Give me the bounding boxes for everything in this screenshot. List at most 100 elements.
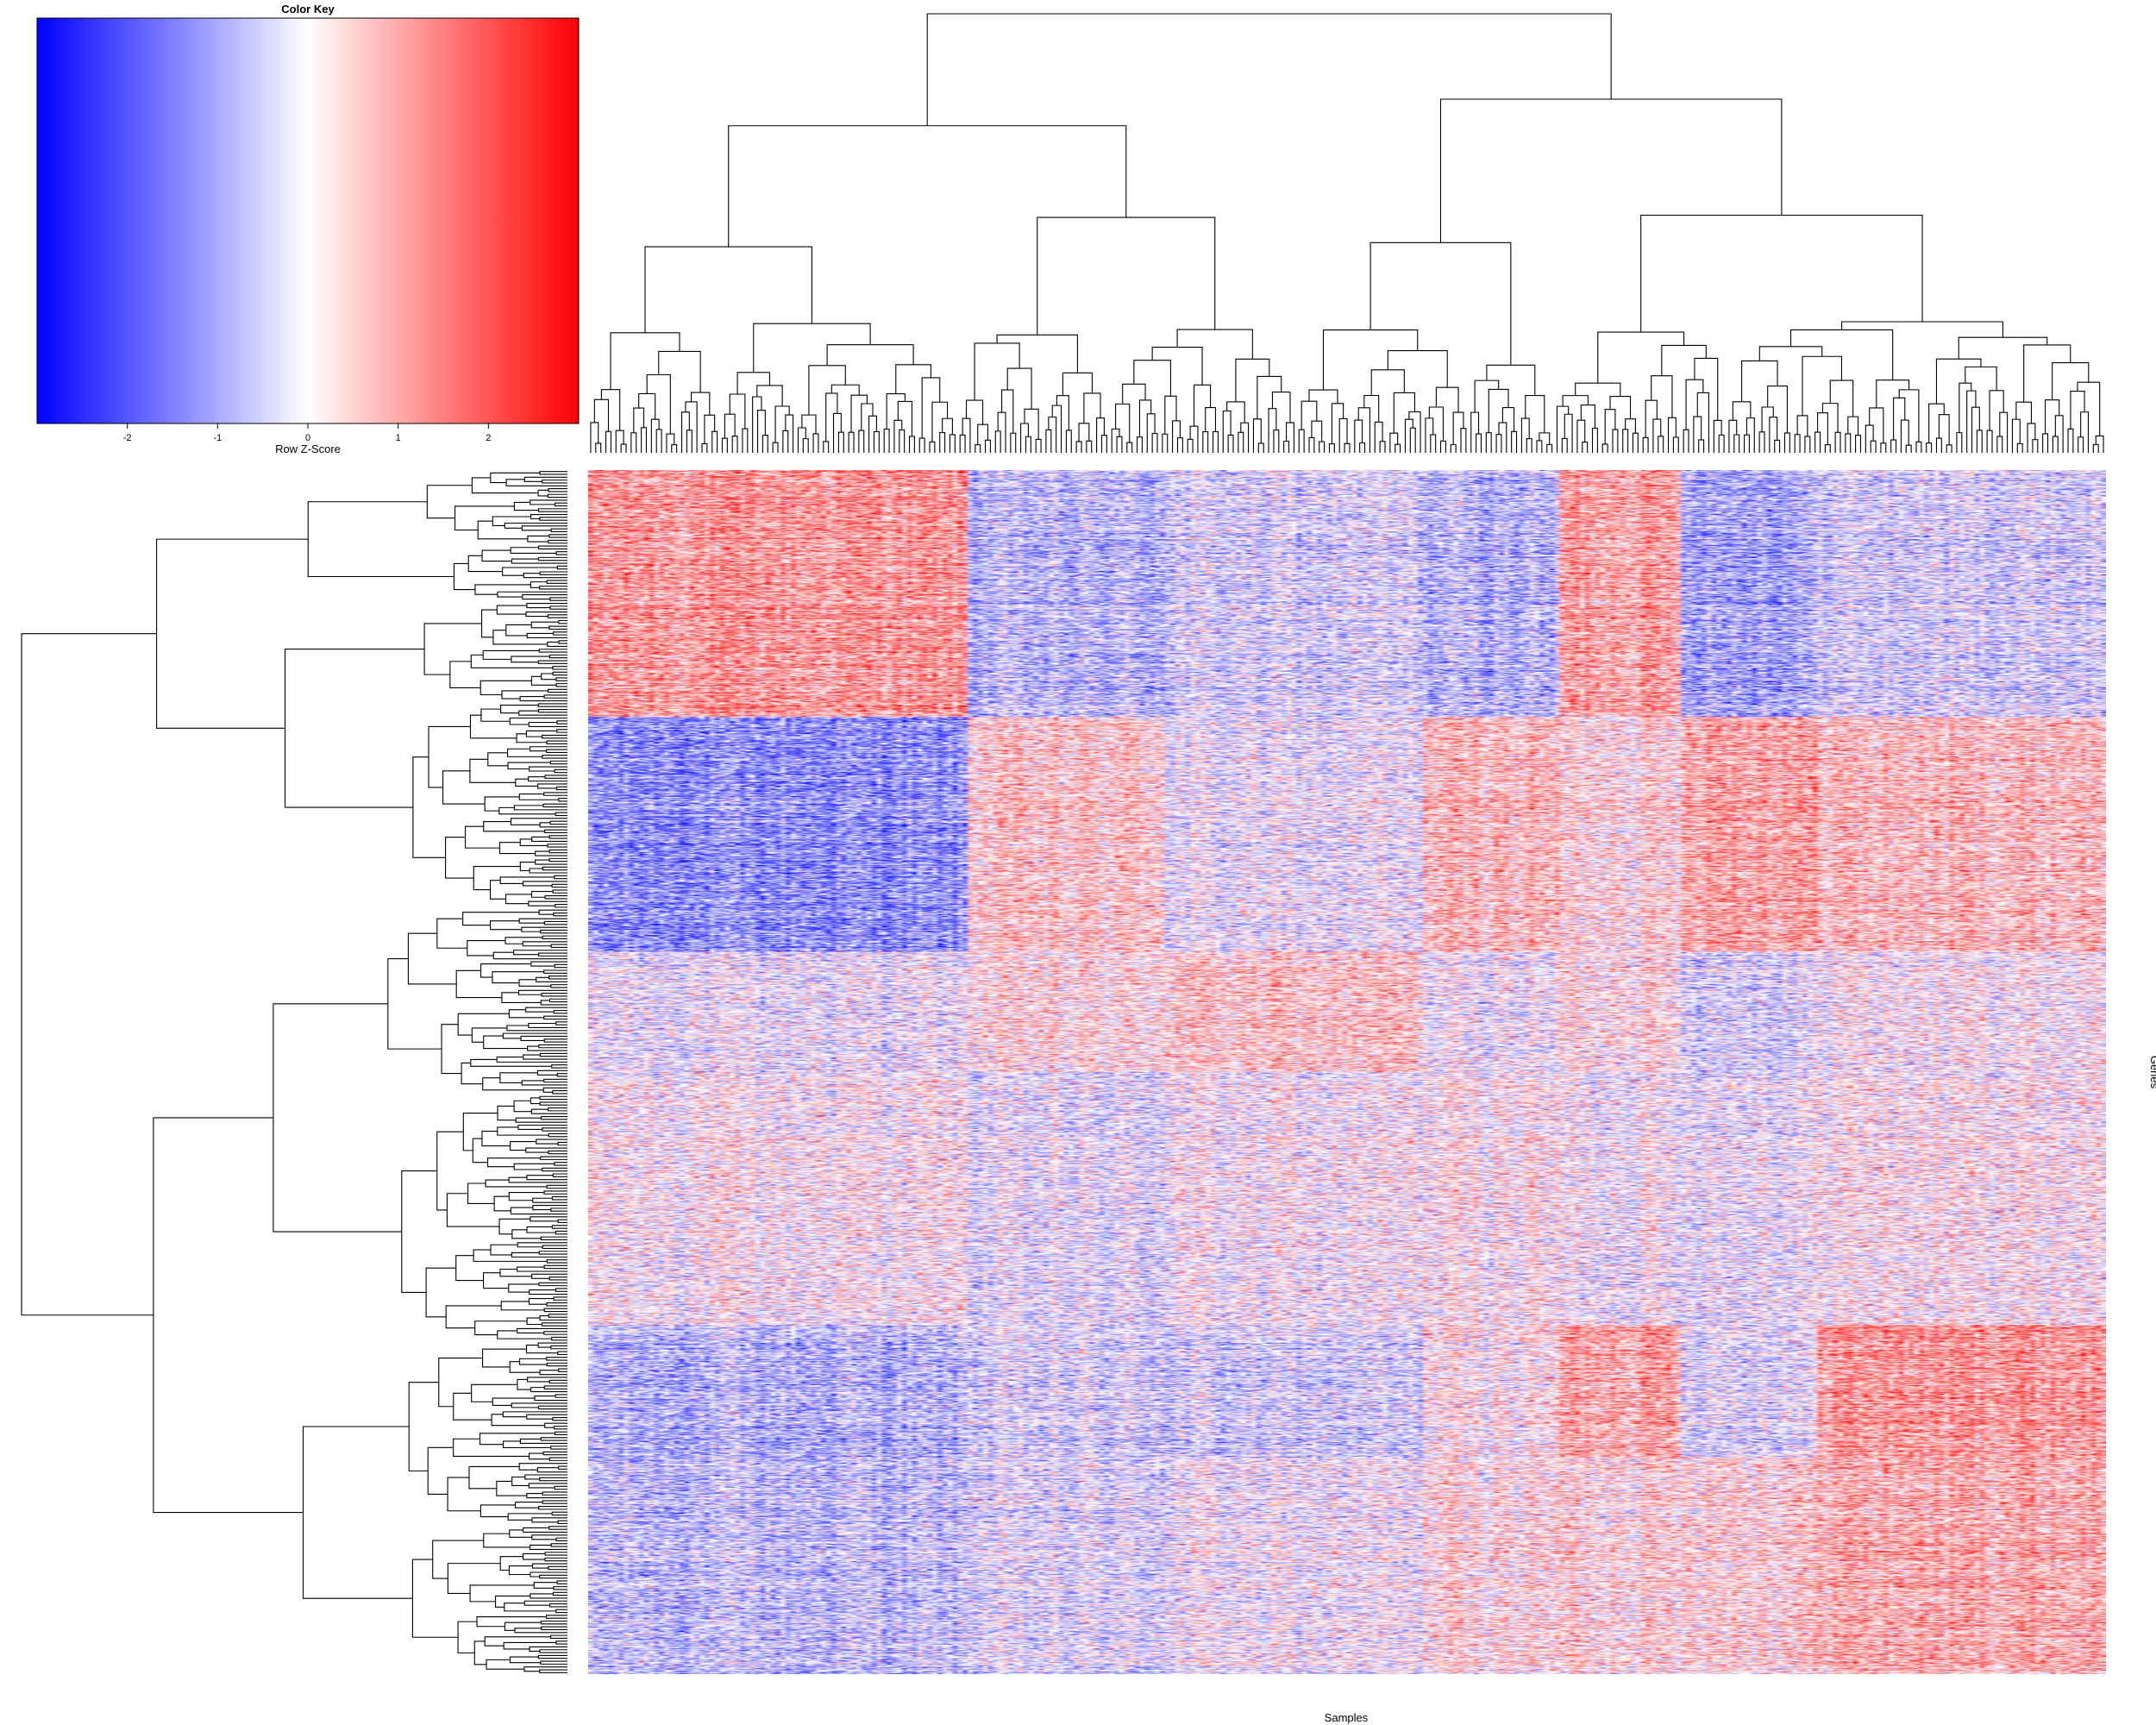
dendrogram-branch [530, 1544, 567, 1550]
dendrogram-branch [552, 1591, 567, 1596]
dendrogram-branch [498, 806, 556, 815]
dendrogram-branch [432, 1540, 484, 1579]
dendrogram-branch [728, 125, 1127, 248]
dendrogram-branch [736, 372, 771, 395]
dendrogram-branch [926, 13, 1612, 126]
dendrogram-branch [539, 517, 567, 521]
dendrogram-branch [1286, 422, 1294, 453]
dendrogram-branch [539, 1370, 567, 1376]
dendrogram-branch [1116, 436, 1123, 453]
dendrogram-branch [1020, 423, 1029, 453]
dendrogram-branch [530, 513, 567, 520]
dendrogram-branch [1126, 442, 1133, 453]
dendrogram-branch [455, 1255, 484, 1282]
dendrogram-branch [539, 571, 567, 575]
dendrogram-branch [387, 958, 442, 1050]
dendrogram-branch [555, 812, 567, 817]
dendrogram-branch [1841, 321, 2004, 338]
dendrogram-branch [483, 821, 545, 832]
dendrogram-branch [457, 1621, 478, 1653]
dendrogram-branch [1612, 429, 1619, 453]
dendrogram-branch [543, 1078, 567, 1083]
dendrogram-branch [530, 499, 567, 505]
dendrogram-branch [490, 880, 506, 900]
dendrogram-branch [1713, 419, 1722, 453]
dendrogram-branch [504, 1622, 542, 1631]
dendrogram-branch [1966, 390, 1977, 453]
dendrogram-branch [704, 414, 716, 444]
dendrogram-branch [547, 493, 567, 499]
dendrogram-branch [1986, 430, 1993, 453]
dendrogram-branch [558, 798, 567, 802]
dendrogram-branch [1564, 413, 1573, 453]
dendrogram-branch [555, 551, 567, 555]
dendrogram-branch [1956, 432, 1963, 453]
dendrogram-branch [482, 1348, 527, 1368]
dendrogram-branch [517, 1378, 531, 1390]
dendrogram-branch [479, 680, 532, 696]
dendrogram-branch [526, 1226, 556, 1233]
dendrogram-branch [548, 975, 567, 980]
dendrogram-branch [1187, 438, 1194, 453]
dendrogram-branch [470, 654, 553, 668]
dendrogram-branch [505, 894, 532, 905]
dendrogram-branch [464, 825, 500, 849]
dendrogram-branch [539, 1574, 567, 1579]
dendrogram-branch [539, 1052, 567, 1057]
dendrogram-branch [525, 1147, 567, 1153]
dendrogram-branch [518, 918, 567, 924]
dendrogram-branch [1035, 438, 1042, 453]
dendrogram-branch [1439, 440, 1446, 453]
dendrogram-branch [1065, 430, 1072, 453]
dendrogram-branch [548, 849, 567, 854]
dendrogram-branch [1536, 440, 1543, 453]
dendrogram-branch [531, 1534, 567, 1540]
dendrogram-branch [542, 1500, 567, 1504]
dendrogram-branch [1439, 98, 1783, 243]
dendrogram-branch [501, 992, 542, 1003]
dendrogram-branch [519, 1438, 567, 1444]
dendrogram-branch [555, 1021, 567, 1026]
dendrogram-branch [474, 584, 531, 595]
dendrogram-branch [994, 430, 1001, 453]
dendrogram-branch [1151, 347, 1203, 386]
dendrogram-branch [537, 1342, 567, 1348]
dendrogram-branch [1452, 411, 1464, 445]
dendrogram-branch [528, 1483, 567, 1489]
dendrogram-branch [530, 581, 548, 588]
dendrogram-branch [686, 430, 693, 453]
dendrogram-branch [959, 434, 966, 453]
dendrogram-branch [1470, 411, 1480, 453]
dendrogram-branch [1111, 428, 1120, 453]
dendrogram-branch [850, 394, 868, 433]
dendrogram-branch [411, 1559, 459, 1638]
dendrogram-branch [454, 505, 515, 531]
dendrogram-branch [1774, 439, 1781, 453]
dendrogram-branch [1651, 375, 1673, 418]
dendrogram-branch [551, 1336, 567, 1341]
dendrogram-branch [523, 1600, 567, 1606]
dendrogram-branch [1601, 443, 1608, 453]
dendrogram-branch [1133, 360, 1171, 397]
dendrogram-branch [1136, 436, 1143, 453]
dendrogram-branch [522, 941, 567, 947]
dendrogram-branch [1580, 404, 1596, 429]
dendrogram-branch [537, 545, 567, 549]
dendrogram-branch [546, 1362, 567, 1367]
dendrogram-branch [543, 1331, 567, 1335]
dendrogram-branch [1915, 441, 1922, 453]
dendrogram-branch [471, 1383, 517, 1402]
dendrogram-branch [848, 431, 855, 453]
dendrogram-branch [1640, 214, 1923, 333]
dendrogram-branch [552, 1090, 567, 1095]
dendrogram-branch [1672, 436, 1679, 453]
dendrogram-branch [544, 1552, 567, 1556]
dendrogram-branch [543, 1308, 567, 1313]
dendrogram-branch [1062, 372, 1094, 396]
dendrogram-branch [721, 437, 728, 453]
dendrogram-branch [412, 756, 446, 858]
dendrogram-branch [1794, 434, 1801, 453]
dendrogram-branch [542, 1245, 567, 1249]
color-key-tick-label: 0 [305, 433, 310, 443]
dendrogram-branch [510, 1141, 536, 1151]
